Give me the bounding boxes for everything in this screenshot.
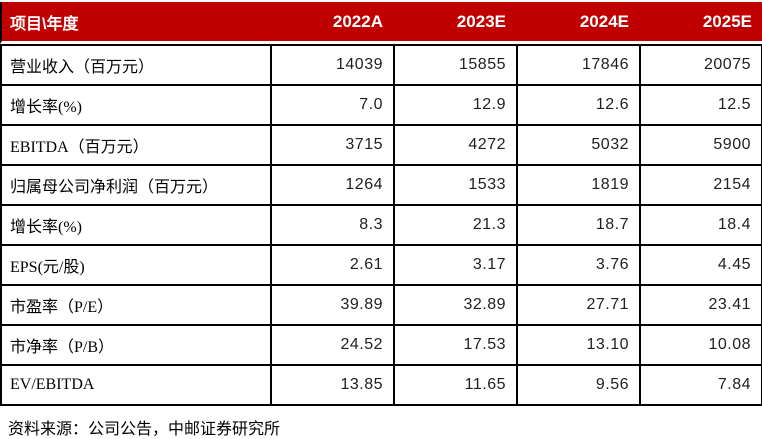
value-cell: 27.71 [516, 286, 639, 326]
value-cell: 13.85 [270, 366, 393, 406]
table-row-pb: 市净率（P/B） 24.52 17.53 13.10 10.08 [0, 326, 762, 366]
value-cell: 5032 [516, 126, 639, 166]
column-header-2023e: 2023E [393, 2, 516, 44]
value-cell: 12.5 [639, 86, 762, 126]
row-label: 市净率（P/B） [0, 326, 270, 366]
table-row-profit-growth: 增长率(%) 8.3 21.3 18.7 18.4 [0, 206, 762, 246]
row-label: 归属母公司净利润（百万元） [0, 166, 270, 206]
value-cell: 9.56 [516, 366, 639, 406]
value-cell: 3715 [270, 126, 393, 166]
value-cell: 1533 [393, 166, 516, 206]
value-cell: 18.7 [516, 206, 639, 246]
value-cell: 20075 [639, 44, 762, 86]
value-cell: 1819 [516, 166, 639, 206]
table-row-ev-ebitda: EV/EBITDA 13.85 11.65 9.56 7.84 [0, 366, 762, 406]
table-row-ebitda: EBITDA（百万元） 3715 4272 5032 5900 [0, 126, 762, 166]
column-header-2024e: 2024E [516, 2, 639, 44]
value-cell: 17846 [516, 44, 639, 86]
value-cell: 7.84 [639, 366, 762, 406]
value-cell: 2.61 [270, 246, 393, 286]
table-row-pe: 市盈率（P/E） 39.89 32.89 27.71 23.41 [0, 286, 762, 326]
table-row-eps: EPS(元/股) 2.61 3.17 3.76 4.45 [0, 246, 762, 286]
row-label: 营业收入（百万元） [0, 44, 270, 86]
value-cell: 39.89 [270, 286, 393, 326]
value-cell: 12.6 [516, 86, 639, 126]
table-row-net-profit: 归属母公司净利润（百万元） 1264 1533 1819 2154 [0, 166, 762, 206]
value-cell: 7.0 [270, 86, 393, 126]
value-cell: 17.53 [393, 326, 516, 366]
value-cell: 32.89 [393, 286, 516, 326]
value-cell: 21.3 [393, 206, 516, 246]
value-cell: 4.45 [639, 246, 762, 286]
row-label: 市盈率（P/E） [0, 286, 270, 326]
value-cell: 4272 [393, 126, 516, 166]
row-label: EV/EBITDA [0, 366, 270, 406]
value-cell: 15855 [393, 44, 516, 86]
value-cell: 3.76 [516, 246, 639, 286]
value-cell: 18.4 [639, 206, 762, 246]
row-label: EBITDA（百万元） [0, 126, 270, 166]
column-header-2022a: 2022A [270, 2, 393, 44]
value-cell: 2154 [639, 166, 762, 206]
value-cell: 12.9 [393, 86, 516, 126]
value-cell: 1264 [270, 166, 393, 206]
value-cell: 3.17 [393, 246, 516, 286]
source-note: 资料来源：公司公告，中邮证券研究所 [8, 421, 281, 438]
column-header-2025e: 2025E [639, 2, 762, 44]
value-cell: 5900 [639, 126, 762, 166]
row-label: 增长率(%) [0, 206, 270, 246]
value-cell: 10.08 [639, 326, 762, 366]
value-cell: 13.10 [516, 326, 639, 366]
value-cell: 14039 [270, 44, 393, 86]
header-row: 项目\年度 2022A 2023E 2024E 2025E [0, 2, 762, 44]
value-cell: 24.52 [270, 326, 393, 366]
financial-forecast-table: 项目\年度 2022A 2023E 2024E 2025E 营业收入（百万元） … [0, 2, 762, 406]
value-cell: 8.3 [270, 206, 393, 246]
row-label: 增长率(%) [0, 86, 270, 126]
table-row-revenue: 营业收入（百万元） 14039 15855 17846 20075 [0, 44, 762, 86]
row-label: EPS(元/股) [0, 246, 270, 286]
header-item-year-label: 项目\年度 [0, 2, 270, 44]
value-cell: 23.41 [639, 286, 762, 326]
table-row-revenue-growth: 增长率(%) 7.0 12.9 12.6 12.5 [0, 86, 762, 126]
value-cell: 11.65 [393, 366, 516, 406]
